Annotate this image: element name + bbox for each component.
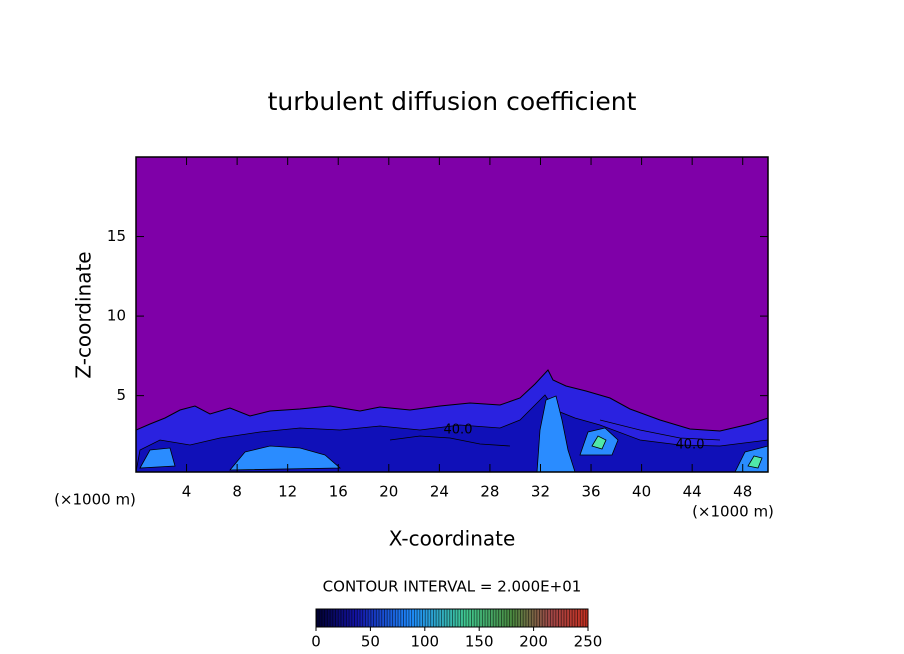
contour-label: 40.0 [444, 423, 473, 438]
y-unit-label: (×1000 m) [54, 491, 136, 509]
colorbar-tick-label: 250 [574, 633, 603, 651]
x-tick-label: 8 [232, 483, 242, 501]
colorbar-stripes [315, 608, 589, 628]
contour-field [136, 369, 768, 472]
field-region [536, 395, 576, 472]
plot-frame [135, 156, 769, 473]
field-region [591, 435, 607, 450]
x-tick-label: 12 [278, 483, 297, 501]
contour-line [599, 419, 721, 441]
field-region [139, 447, 176, 469]
colorbar-tick-label: 150 [465, 633, 494, 651]
field-region [229, 445, 342, 471]
colorbar-tick-label: 200 [519, 633, 548, 651]
x-tick-label: 4 [182, 483, 192, 501]
x-tick-label: 16 [329, 483, 348, 501]
y-tick-label: 10 [107, 307, 126, 325]
y-axis-label: Z-coordinate [72, 251, 96, 378]
y-tick-label: 5 [116, 386, 126, 404]
x-tick-label: 40 [632, 483, 651, 501]
field-region [734, 445, 768, 472]
colorbar-tick-label: 50 [361, 633, 380, 651]
x-tick-label: 28 [480, 483, 499, 501]
colorbar-tick-label: 0 [311, 633, 321, 651]
x-tick-label: 24 [430, 483, 449, 501]
x-tick-label: 36 [581, 483, 600, 501]
x-tick-label: 44 [683, 483, 702, 501]
x-unit-label: (×1000 m) [692, 503, 774, 521]
y-tick-label: 15 [107, 227, 126, 245]
contour-line [389, 435, 511, 447]
contour-interval: CONTOUR INTERVAL = 2.000E+01 [323, 578, 582, 596]
x-tick-label: 20 [379, 483, 398, 501]
colorbar-tick-label: 100 [410, 633, 439, 651]
field-region [747, 455, 763, 469]
contour-label: 40.0 [676, 438, 705, 453]
x-tick-label: 48 [733, 483, 752, 501]
x-axis-label: X-coordinate [389, 527, 516, 551]
x-tick-label: 32 [531, 483, 550, 501]
chart-title: turbulent diffusion coefficient [268, 87, 637, 116]
